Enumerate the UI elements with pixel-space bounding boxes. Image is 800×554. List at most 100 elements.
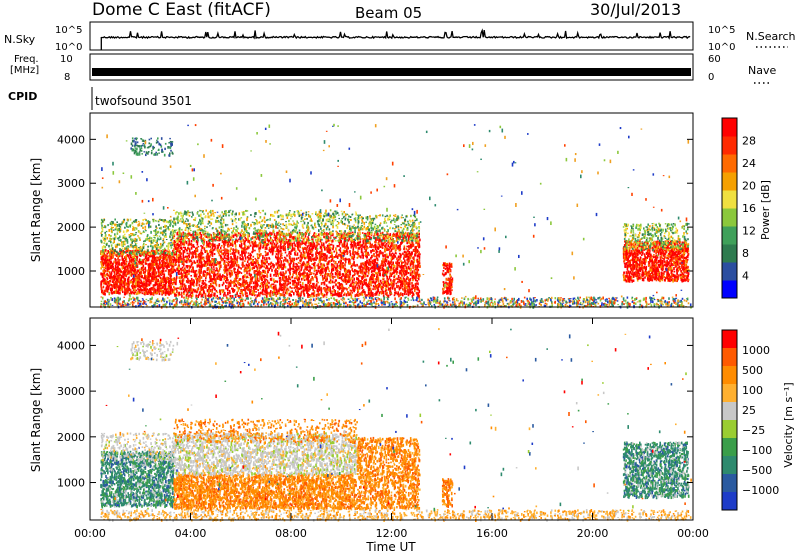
data-cell [344,249,346,253]
data-cell [342,249,345,253]
data-cell [272,246,275,250]
data-cell [119,230,121,233]
data-cell [122,242,125,246]
data-cell [218,264,221,268]
data-cell [266,279,269,283]
data-cell [335,250,338,252]
data-cell [166,253,169,256]
data-cell [253,269,256,273]
data-cell [142,264,145,268]
data-cell [222,289,225,293]
data-cell [342,289,344,293]
data-cell [137,220,140,223]
data-cell [227,249,229,252]
data-cell [175,243,178,248]
data-cell [172,267,174,271]
data-cell [133,254,136,258]
data-cell [195,274,197,277]
data-cell [111,292,114,295]
data-cell [178,266,180,270]
data-cell [302,251,305,254]
data-cell [209,289,212,293]
data-cell [351,276,353,280]
data-cell [173,242,175,244]
data-cell [289,272,291,276]
data-cell [110,261,113,264]
data-cell [225,268,228,272]
data-cell [146,259,149,262]
data-cell [279,287,282,291]
data-cell [341,279,344,282]
data-cell [191,261,194,265]
data-cell [298,237,301,240]
data-cell [279,278,282,282]
data-cell [151,276,154,279]
data-cell [271,242,273,246]
data-cell [157,256,159,259]
data-cell [297,287,299,291]
data-cell [297,293,299,296]
data-cell [299,262,301,265]
data-cell [121,250,123,253]
data-cell [148,281,151,284]
data-cell [193,290,196,293]
data-cell [286,284,288,287]
data-cell [335,251,338,255]
data-cell [163,258,165,261]
data-cell [209,263,212,267]
data-cell [132,233,135,237]
data-cell [252,259,254,263]
data-cell [322,277,325,280]
nsky-tick-high: 10^5 [55,25,82,36]
data-cell [283,295,286,297]
data-cell [282,272,285,276]
data-cell [269,236,272,240]
data-cell [120,239,122,242]
data-cell [112,229,115,231]
data-cell [183,293,185,296]
data-cell [248,233,250,238]
data-cell [164,256,167,259]
data-cell [227,292,229,296]
data-cell [212,260,215,263]
data-cell [162,260,164,264]
data-cell [108,281,111,286]
data-cell [240,243,243,247]
data-cell [255,259,257,263]
data-cell [114,233,116,236]
data-cell [333,265,336,268]
data-cell [210,266,213,269]
data-cell [119,270,122,272]
data-cell [138,258,141,263]
data-cell [292,236,295,241]
data-cell [258,249,261,253]
data-cell [352,274,354,278]
data-cell [203,270,206,273]
data-cell [171,243,174,246]
data-cell [260,264,262,268]
data-cell [266,286,268,289]
data-cell [165,291,168,295]
data-cell [183,269,185,271]
data-cell [120,262,123,267]
data-cell [196,290,198,294]
data-cell [194,237,196,240]
data-cell [189,280,192,282]
data-cell [200,270,202,274]
data-cell [138,247,140,249]
data-cell [229,280,232,283]
data-cell [295,223,297,226]
data-cell [288,253,290,255]
data-cell [303,286,306,289]
data-cell [110,274,112,278]
data-cell [135,289,138,292]
data-cell [131,268,134,272]
data-cell [133,246,135,249]
data-cell [244,267,246,270]
data-cell [143,231,146,233]
data-cell [264,233,267,237]
data-cell [321,274,324,278]
data-cell [235,271,238,274]
data-cell [289,236,291,239]
data-cell [111,247,113,250]
